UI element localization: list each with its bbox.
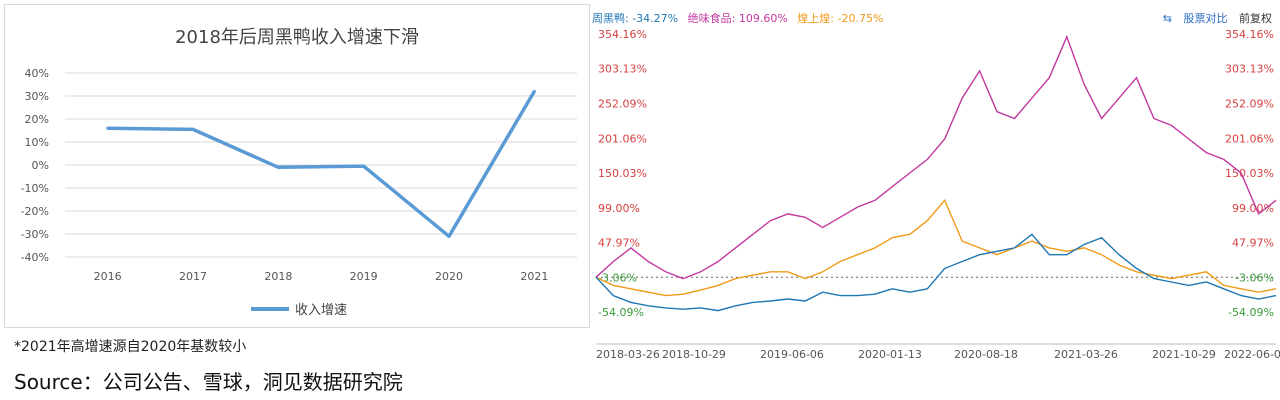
y-tick-label: -40%: [21, 251, 49, 264]
y-tick-right: 99.00%: [1232, 202, 1274, 215]
data-point: [362, 164, 366, 168]
chart-toolbar: ⇆ 股票对比 前复权: [1155, 10, 1272, 26]
footnote: *2021年高增速源自2020年基数较小: [14, 339, 247, 355]
y-tick-left: 252.09%: [598, 98, 647, 111]
x-tick-label: 2019-06-06: [760, 348, 824, 361]
x-tick-label: 2020: [435, 270, 463, 283]
left-chart-legend: 收入增速: [251, 303, 347, 318]
right-chart-legend: 周黑鸭: -34.27% 绝味食品: 109.60% 煌上煌: -20.75%: [592, 10, 889, 26]
x-tick-label: 2022-06-09: [1224, 348, 1280, 361]
stock-compare-button[interactable]: 股票对比: [1183, 12, 1228, 25]
x-tick-label: 2018-10-29: [662, 348, 726, 361]
y-tick-right: 303.13%: [1225, 63, 1274, 76]
y-tick-right: -3.06%: [1235, 271, 1274, 284]
x-tick-label: 2018: [264, 270, 292, 283]
left-chart-panel: 2018年后周黑鸭收入增速下滑 40% 30% 20% 10% 0% -10% -20% -3…: [4, 4, 590, 328]
left-chart-title: 2018年后周黑鸭收入增速下滑: [175, 27, 419, 48]
data-point: [447, 234, 451, 238]
revenue-growth-line: [107, 90, 536, 239]
x-tick-label: 2020-08-18: [954, 348, 1018, 361]
y-tick-left: -3.06%: [598, 271, 637, 284]
x-tick-label: 2017: [179, 270, 207, 283]
data-point: [532, 89, 536, 93]
y-tick-label: -30%: [21, 228, 49, 241]
y-tick-left: -54.09%: [598, 306, 644, 319]
y-tick-label: -20%: [21, 205, 49, 218]
y-tick-label: -10%: [21, 182, 49, 195]
y-tick-right: 150.03%: [1225, 167, 1274, 180]
data-point: [191, 127, 195, 131]
series-line-周黑鸭: [595, 233, 1277, 312]
y-tick-right: 354.16%: [1225, 28, 1274, 41]
x-tick-label: 2016: [94, 270, 122, 283]
adjust-mode-button[interactable]: 前复权: [1239, 12, 1272, 25]
y-tick-left: 354.16%: [598, 28, 647, 41]
y-tick-left: 201.06%: [598, 132, 647, 145]
x-tick-label: 2020-01-13: [858, 348, 922, 361]
data-point: [276, 165, 280, 169]
y-tick-label: 20%: [25, 113, 49, 126]
legend-juewei: 绝味食品: 109.60%: [687, 12, 788, 25]
stock-compare-chart: 354.16% 303.13% 252.09% 201.06% 150.03% 99.00…: [595, 28, 1280, 361]
revenue-growth-chart: 2018年后周黑鸭收入增速下滑 40% 30% 20% 10% 0% -10% -20% -3…: [21, 27, 577, 318]
y-tick-left: 47.97%: [598, 237, 640, 250]
data-point: [106, 126, 110, 130]
y-tick-right: 47.97%: [1232, 237, 1274, 250]
y-tick-right: -54.09%: [1228, 306, 1274, 319]
legend-series-label: 收入增速: [295, 303, 347, 318]
legend-huangshanghuang: 煌上煌: -20.75%: [797, 12, 884, 25]
x-tick-label: 2019: [350, 270, 378, 283]
y-tick-right: 201.06%: [1225, 132, 1274, 145]
swap-icon[interactable]: ⇆: [1162, 12, 1172, 25]
legend-zhouheiya: 周黑鸭: -34.27%: [592, 12, 679, 25]
series-line-煌上煌: [595, 198, 1277, 297]
source-text: Source：公司公告、雪球，洞见数据研究院: [14, 370, 403, 394]
x-tick-label: 2021-03-26: [1054, 348, 1118, 361]
y-tick-left: 150.03%: [598, 167, 647, 180]
x-tick-label: 2018-03-26: [596, 348, 660, 361]
y-tick-right: 252.09%: [1225, 98, 1274, 111]
x-tick-label: 2021-10-29: [1152, 348, 1216, 361]
right-chart-panel: 周黑鸭: -34.27% 绝味食品: 109.60% 煌上煌: -20.75% …: [592, 6, 1280, 362]
y-tick-label: 30%: [25, 90, 49, 103]
y-tick-label: 10%: [25, 136, 49, 149]
y-tick-label: 40%: [25, 67, 49, 80]
x-tick-label: 2021: [520, 270, 548, 283]
y-tick-left: 303.13%: [598, 63, 647, 76]
y-tick-label: 0%: [32, 159, 49, 172]
series-line-绝味食品: [595, 34, 1277, 280]
y-tick-left: 99.00%: [598, 202, 640, 215]
